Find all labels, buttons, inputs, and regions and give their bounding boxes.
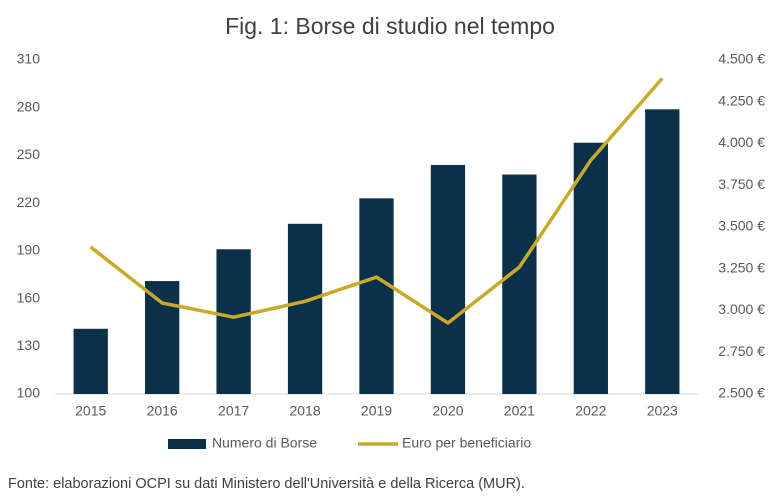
y2-tick-label: 3.250 € — [718, 259, 765, 275]
bar — [145, 281, 180, 394]
source-note: Fonte: elaborazioni OCPI su dati Ministe… — [8, 476, 525, 492]
bar — [645, 109, 680, 395]
bar — [430, 164, 466, 394]
y-tick-label: 190 — [17, 242, 41, 258]
bar — [73, 328, 108, 394]
y2-tick-label: 2.500 € — [718, 385, 765, 401]
y2-tick-label: 3.000 € — [718, 301, 765, 317]
y-tick-label: 250 — [17, 146, 41, 162]
y2-tick-label: 3.750 € — [718, 176, 765, 192]
y2-tick-label: 3.500 € — [718, 218, 765, 234]
legend-label: Numero di Borse — [212, 435, 317, 451]
x-tick-label: 2018 — [289, 403, 320, 419]
x-tick-label: 2015 — [75, 403, 106, 419]
y2-tick-label: 2.750 € — [718, 343, 765, 359]
bar — [573, 142, 608, 394]
x-tick-label: 2016 — [147, 403, 178, 419]
chart-title: Fig. 1: Borse di studio nel tempo — [225, 13, 555, 39]
bar — [216, 249, 251, 394]
x-tick-label: 2019 — [361, 403, 392, 419]
x-tick-label: 2020 — [432, 403, 463, 419]
y2-tick-label: 4.250 € — [718, 92, 765, 108]
y-tick-label: 130 — [17, 337, 41, 353]
y-tick-label: 280 — [17, 98, 41, 114]
x-tick-label: 2021 — [504, 403, 535, 419]
x-tick-label: 2023 — [647, 403, 678, 419]
bar — [502, 174, 537, 394]
y-tick-label: 220 — [17, 194, 41, 210]
y-tick-label: 310 — [17, 51, 41, 67]
y2-tick-label: 4.000 € — [718, 134, 765, 150]
y-tick-label: 100 — [17, 385, 41, 401]
y-tick-label: 160 — [17, 289, 41, 305]
line — [89, 77, 664, 325]
x-tick-label: 2022 — [575, 403, 606, 419]
bar — [287, 223, 323, 394]
legend-swatch — [168, 439, 206, 449]
x-tick-label: 2017 — [218, 403, 249, 419]
y2-tick-label: 4.500 € — [718, 51, 765, 67]
legend-label: Euro per beneficiario — [402, 435, 531, 451]
bar — [359, 198, 394, 394]
